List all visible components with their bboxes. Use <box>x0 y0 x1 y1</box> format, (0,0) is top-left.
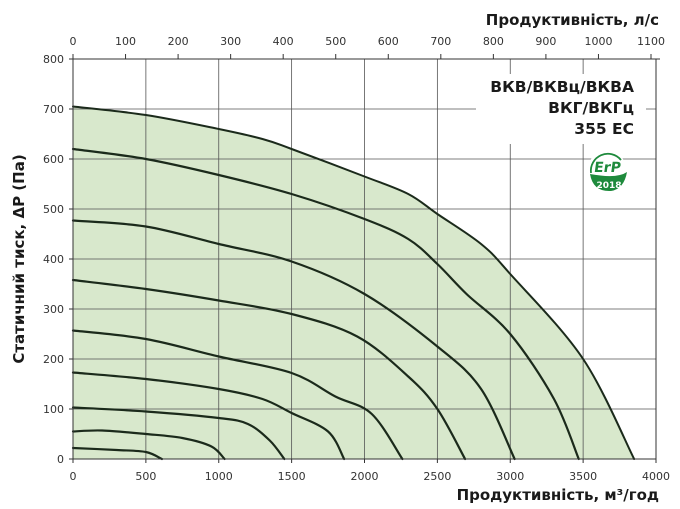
erp-2018-badge-icon: ErP 2018 <box>587 151 627 192</box>
top-tick-label: 200 <box>168 35 189 48</box>
y-tick-label: 600 <box>43 153 64 166</box>
top-tick-label: 300 <box>220 35 241 48</box>
top-tick-label: 400 <box>273 35 294 48</box>
top-tick-label: 500 <box>325 35 346 48</box>
y-tick-label: 0 <box>57 453 64 466</box>
x-axis-title-top: Продуктивність, л/с <box>486 11 659 29</box>
top-tick-label: 800 <box>483 35 504 48</box>
x-axis-title-bottom: Продуктивність, м³/год <box>457 486 659 504</box>
x-tick-label: 1500 <box>278 470 306 483</box>
model-title-line-3: 355 ЕС <box>574 120 634 138</box>
x-tick-label: 3500 <box>569 470 597 483</box>
x-tick-label: 2500 <box>423 470 451 483</box>
top-tick-label: 0 <box>70 35 77 48</box>
curve-max <box>72 105 636 460</box>
curve-curve-7 <box>71 406 286 461</box>
y-tick-label: 100 <box>43 403 64 416</box>
x-tick-label: 3000 <box>496 470 524 483</box>
curve-curve-5 <box>71 329 404 461</box>
top-tick-label: 1100 <box>637 35 665 48</box>
curve-curve-8 <box>71 429 226 461</box>
model-title-line-1: ВКВ/ВКВц/ВКВА <box>490 78 634 96</box>
curve-curve-9 <box>71 446 164 461</box>
y-tick-label: 500 <box>43 203 64 216</box>
x-tick-label: 2000 <box>351 470 379 483</box>
curve-curve-2 <box>71 147 580 461</box>
badge-year-text: 2018 <box>596 181 621 191</box>
x-tick-label: 4000 <box>642 470 670 483</box>
title-backdrop <box>476 74 646 144</box>
operating-area <box>73 106 635 459</box>
x-tick-label: 500 <box>135 470 156 483</box>
top-tick-label: 700 <box>430 35 451 48</box>
model-title-line-2: ВКГ/ВКГц <box>548 99 634 117</box>
y-tick-label: 400 <box>43 253 64 266</box>
curve-curve-4 <box>71 278 467 461</box>
y-tick-label: 800 <box>43 53 64 66</box>
badge-erp-text: ErP <box>593 160 622 176</box>
y-tick-label: 700 <box>43 103 64 116</box>
operating-area-fill <box>73 106 635 459</box>
performance-curves <box>71 105 636 461</box>
curve-curve-3 <box>71 219 516 461</box>
top-tick-label: 900 <box>535 35 556 48</box>
grid-lines <box>73 59 656 459</box>
x-tick-label: 0 <box>70 470 77 483</box>
y-tick-label: 200 <box>43 353 64 366</box>
y-axis-title: Статичний тиск, ΔP (Па) <box>10 154 28 363</box>
top-tick-label: 1000 <box>584 35 612 48</box>
x-tick-label: 1000 <box>205 470 233 483</box>
top-tick-label: 600 <box>378 35 399 48</box>
top-tick-label: 100 <box>115 35 136 48</box>
curve-curve-6 <box>71 371 346 461</box>
y-tick-label: 300 <box>43 303 64 316</box>
